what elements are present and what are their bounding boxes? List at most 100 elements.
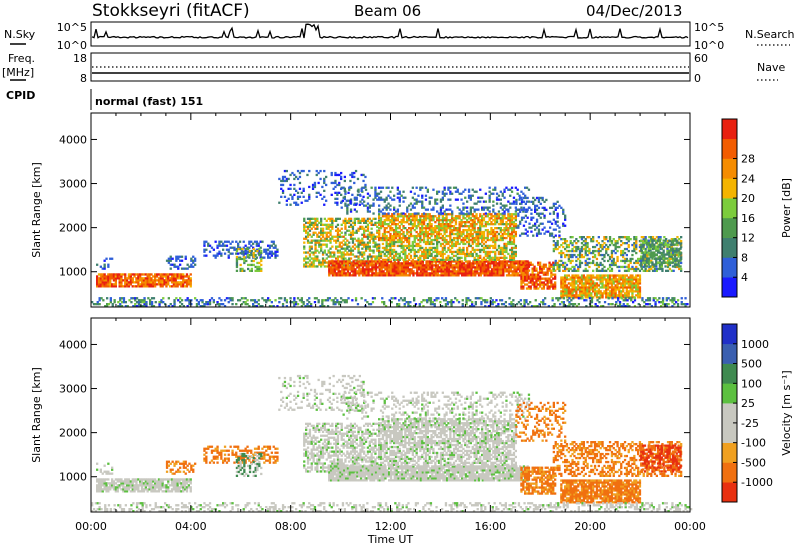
scatter-cell bbox=[393, 240, 396, 244]
scatter-cell bbox=[582, 292, 585, 295]
scatter-cell bbox=[335, 239, 338, 242]
scatter-cell bbox=[320, 223, 323, 226]
scatter-cell bbox=[607, 282, 610, 285]
scatter-cell bbox=[413, 252, 416, 256]
scatter-cell bbox=[588, 257, 591, 261]
scatter-cell bbox=[610, 290, 614, 293]
scatter-cell bbox=[385, 242, 388, 246]
scatter-cell bbox=[610, 261, 614, 265]
scatter-cell bbox=[416, 262, 419, 265]
scatter-cell bbox=[409, 219, 413, 222]
scatter-cell bbox=[361, 225, 364, 228]
scatter-cell bbox=[666, 251, 669, 254]
scatter-cell bbox=[492, 230, 495, 234]
scatter-cell bbox=[430, 258, 433, 261]
scatter-cell bbox=[501, 234, 504, 238]
scatter-cell bbox=[590, 280, 593, 283]
scatter-cell bbox=[497, 250, 501, 254]
scatter-cell bbox=[331, 262, 335, 265]
scatter-cell bbox=[573, 276, 576, 279]
scatter-cell bbox=[586, 242, 589, 245]
scatter-cell bbox=[417, 194, 420, 197]
scatter-cell bbox=[571, 286, 574, 289]
scatter-cell bbox=[399, 270, 402, 273]
scatter-cell bbox=[312, 257, 315, 260]
scatter-cell bbox=[349, 253, 353, 256]
scatter-cell bbox=[281, 179, 285, 183]
scatter-cell bbox=[146, 277, 149, 280]
scatter-cell bbox=[488, 246, 491, 250]
scatter-cell bbox=[635, 265, 638, 269]
scatter-cell bbox=[357, 217, 360, 220]
scatter-cell bbox=[456, 188, 459, 191]
scatter-cell bbox=[462, 236, 465, 240]
scatter-cell bbox=[560, 238, 563, 241]
scatter-cell bbox=[560, 249, 563, 253]
scatter-cell bbox=[486, 232, 489, 236]
scatter-cell bbox=[647, 247, 650, 250]
scatter-cell bbox=[542, 263, 545, 266]
scatter-cell bbox=[343, 262, 346, 265]
scatter-cell bbox=[338, 183, 341, 187]
scatter-cell bbox=[584, 292, 587, 295]
scatter-cell bbox=[308, 253, 312, 256]
scatter-cell bbox=[314, 243, 317, 246]
scatter-cell bbox=[252, 255, 255, 259]
scatter-cell bbox=[511, 260, 514, 263]
scatter-cell bbox=[235, 259, 239, 263]
scatter-cell bbox=[512, 221, 516, 224]
scatter-cell bbox=[622, 274, 625, 277]
scatter-cell bbox=[612, 296, 615, 299]
scatter-cell bbox=[345, 272, 348, 275]
scatter-cell bbox=[471, 252, 474, 256]
scatter-cell bbox=[627, 269, 630, 272]
scatter-cell bbox=[535, 281, 538, 284]
scatter-cell bbox=[512, 213, 516, 216]
scatter-cell bbox=[451, 210, 454, 213]
scatter-cell bbox=[637, 284, 640, 287]
scatter-cell bbox=[443, 186, 446, 189]
scatter-cell bbox=[180, 277, 183, 280]
scatter-cell bbox=[419, 270, 423, 273]
scatter-cell bbox=[625, 259, 628, 263]
scatter-cell bbox=[540, 269, 544, 272]
scatter-cell bbox=[650, 240, 653, 243]
scatter-cell bbox=[510, 254, 514, 258]
scatter-cell bbox=[148, 281, 151, 284]
scatter-cell bbox=[347, 203, 350, 206]
scatter-cell bbox=[340, 227, 343, 230]
scatter-cell bbox=[601, 284, 604, 287]
scatter-cell bbox=[623, 276, 627, 279]
scatter-cell bbox=[394, 230, 398, 234]
scatter-cell bbox=[139, 285, 142, 288]
scatter-cell bbox=[501, 236, 504, 240]
scatter-cell bbox=[562, 242, 565, 245]
scatter-cell bbox=[635, 236, 638, 239]
scatter-cell bbox=[453, 264, 456, 267]
scatter-cell bbox=[118, 281, 121, 284]
scatter-cell bbox=[647, 239, 650, 242]
scatter-cell bbox=[569, 296, 572, 299]
scatter-cell bbox=[440, 266, 443, 269]
scatter-cell bbox=[680, 240, 683, 243]
scatter-cell bbox=[394, 252, 398, 256]
scatter-cell bbox=[670, 269, 673, 272]
scatter-cell bbox=[396, 258, 399, 261]
scatter-cell bbox=[421, 206, 424, 209]
scatter-cell bbox=[540, 283, 544, 286]
scatter-cell bbox=[593, 276, 597, 279]
scatter-cell bbox=[99, 273, 102, 276]
scatter-cell bbox=[351, 229, 355, 232]
scatter-cell bbox=[483, 266, 486, 269]
scatter-cell bbox=[533, 269, 536, 272]
scatter-cell bbox=[155, 279, 159, 282]
scatter-cell bbox=[668, 263, 671, 266]
nsky-label: N.Sky bbox=[4, 28, 36, 41]
scatter-cell bbox=[394, 240, 398, 244]
scatter-cell bbox=[666, 253, 669, 256]
scatter-cell bbox=[605, 282, 608, 285]
scatter-cell bbox=[404, 256, 407, 259]
scatter-cell bbox=[466, 234, 469, 238]
scatter-cell bbox=[473, 221, 476, 224]
scatter-cell bbox=[363, 217, 366, 220]
